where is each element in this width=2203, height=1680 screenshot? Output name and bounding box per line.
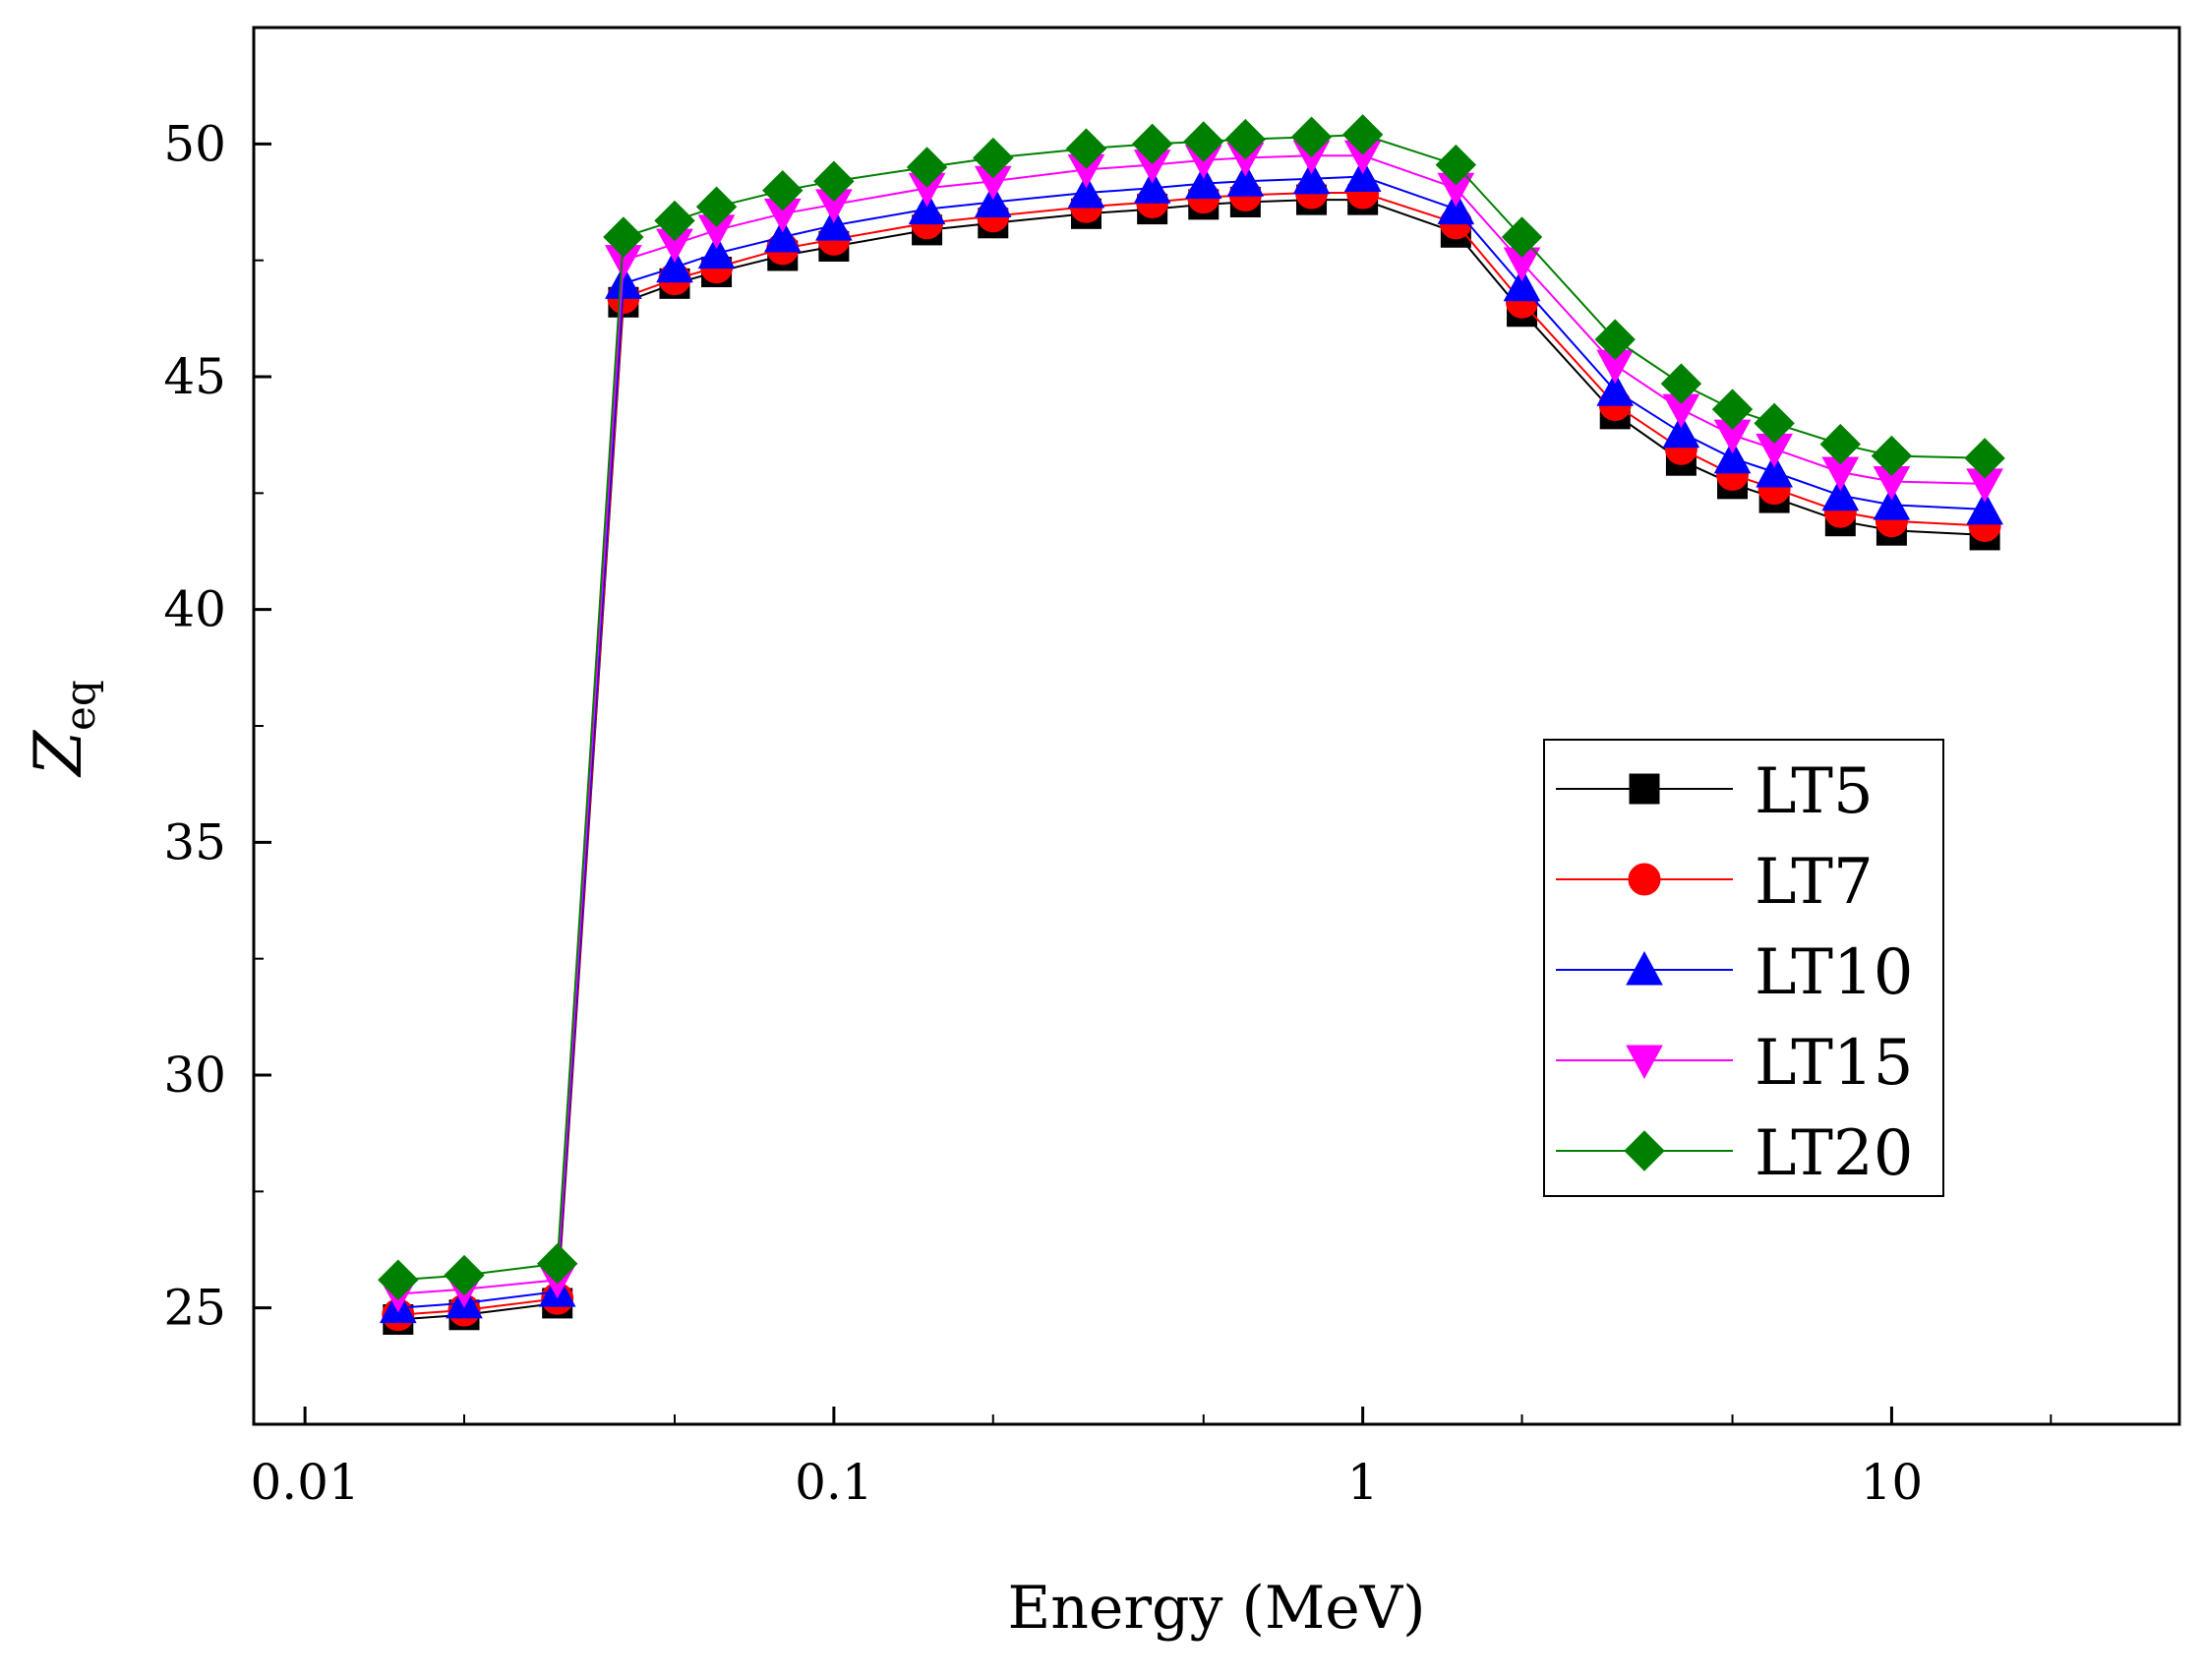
data-point — [973, 137, 1014, 179]
x-tick-label: 0.1 — [795, 1454, 873, 1511]
data-point — [1871, 435, 1913, 477]
data-point — [378, 1259, 419, 1300]
data-point — [536, 1242, 578, 1285]
data-point — [1821, 476, 1860, 511]
data-point — [444, 1254, 485, 1296]
y-tick-label: 35 — [163, 813, 226, 870]
data-point — [1756, 452, 1793, 488]
data-point — [974, 183, 1012, 217]
series-lt20 — [378, 114, 2005, 1300]
data-point — [813, 160, 855, 202]
y-axis-title: Zeq — [21, 680, 104, 778]
data-point — [1067, 173, 1105, 209]
legend-box — [1543, 739, 1944, 1197]
x-tick-label: 1 — [1347, 1454, 1379, 1511]
data-point — [1341, 114, 1384, 155]
legend-marker — [1624, 1130, 1665, 1171]
data-point — [1290, 116, 1333, 157]
data-point — [1226, 162, 1265, 197]
legend-marker — [1626, 1045, 1663, 1080]
data-point — [1065, 128, 1107, 169]
data-point — [1503, 267, 1541, 302]
legend-item-lt10: LT10 — [1556, 936, 1913, 1009]
y-tick-label: 45 — [163, 348, 226, 405]
data-point — [1224, 118, 1267, 160]
data-point — [1713, 439, 1752, 474]
y-tick-label: 30 — [163, 1047, 226, 1104]
legend-label: LT10 — [1755, 936, 1913, 1009]
data-point — [1711, 389, 1754, 430]
legend-label: LT7 — [1755, 846, 1874, 919]
series-layer — [378, 114, 2005, 1335]
legend-label: LT15 — [1755, 1027, 1913, 1100]
legend-item-lt15: LT15 — [1556, 1027, 1913, 1100]
data-point — [762, 169, 804, 211]
legend-item-lt20: LT20 — [1556, 1117, 1913, 1190]
legend-item-lt5: LT5 — [1556, 755, 1874, 828]
data-point — [654, 200, 695, 242]
legend-marker — [1629, 773, 1660, 805]
data-point — [1183, 121, 1224, 162]
legend-label: LT5 — [1755, 755, 1874, 828]
data-point — [1435, 144, 1477, 186]
legend-marker — [1628, 863, 1661, 896]
data-point — [1754, 402, 1795, 445]
y-tick-label: 25 — [163, 1280, 226, 1337]
data-point — [1131, 123, 1173, 165]
data-point — [1437, 190, 1475, 225]
data-point — [605, 265, 642, 299]
legend: LT5 LT7 LT10 LT15 LT20 — [1543, 739, 1944, 1197]
x-axis-title: Energy (MeV) — [1007, 1574, 1425, 1643]
data-point — [815, 207, 853, 241]
data-point — [1660, 363, 1702, 404]
axis-ticks: 25 30 35 40 45 50 0.01 0.1 1 10 — [163, 27, 2053, 1511]
data-point — [906, 147, 948, 188]
x-tick-label: 10 — [1861, 1454, 1924, 1511]
plot-frame — [252, 26, 2181, 1426]
data-point — [1292, 159, 1331, 195]
data-point — [1343, 157, 1382, 192]
data-point — [1966, 490, 2003, 525]
y-axis-title-sub: eq — [56, 680, 104, 731]
data-point — [1184, 164, 1222, 200]
x-tick-label: 0.01 — [250, 1454, 359, 1511]
legend-label: LT20 — [1755, 1117, 1913, 1190]
y-tick-label: 40 — [163, 581, 226, 638]
data-point — [908, 190, 946, 225]
y-tick-label: 50 — [163, 115, 226, 172]
data-point — [763, 217, 802, 253]
data-point — [695, 186, 738, 227]
data-point — [1873, 486, 1911, 520]
y-axis-title-main: Z — [21, 730, 96, 778]
series-lt10 — [379, 157, 2003, 1324]
data-point — [1596, 372, 1635, 406]
legend-marker — [1626, 950, 1663, 986]
data-point — [1964, 438, 2005, 479]
data-point — [1133, 169, 1171, 204]
data-point — [603, 216, 644, 258]
legend-item-lt7: LT7 — [1556, 846, 1874, 919]
data-point — [1662, 413, 1700, 449]
data-point — [697, 234, 736, 270]
data-point — [656, 248, 693, 283]
data-point — [1501, 216, 1543, 258]
data-point — [1594, 319, 1636, 360]
data-point — [1819, 423, 1862, 465]
